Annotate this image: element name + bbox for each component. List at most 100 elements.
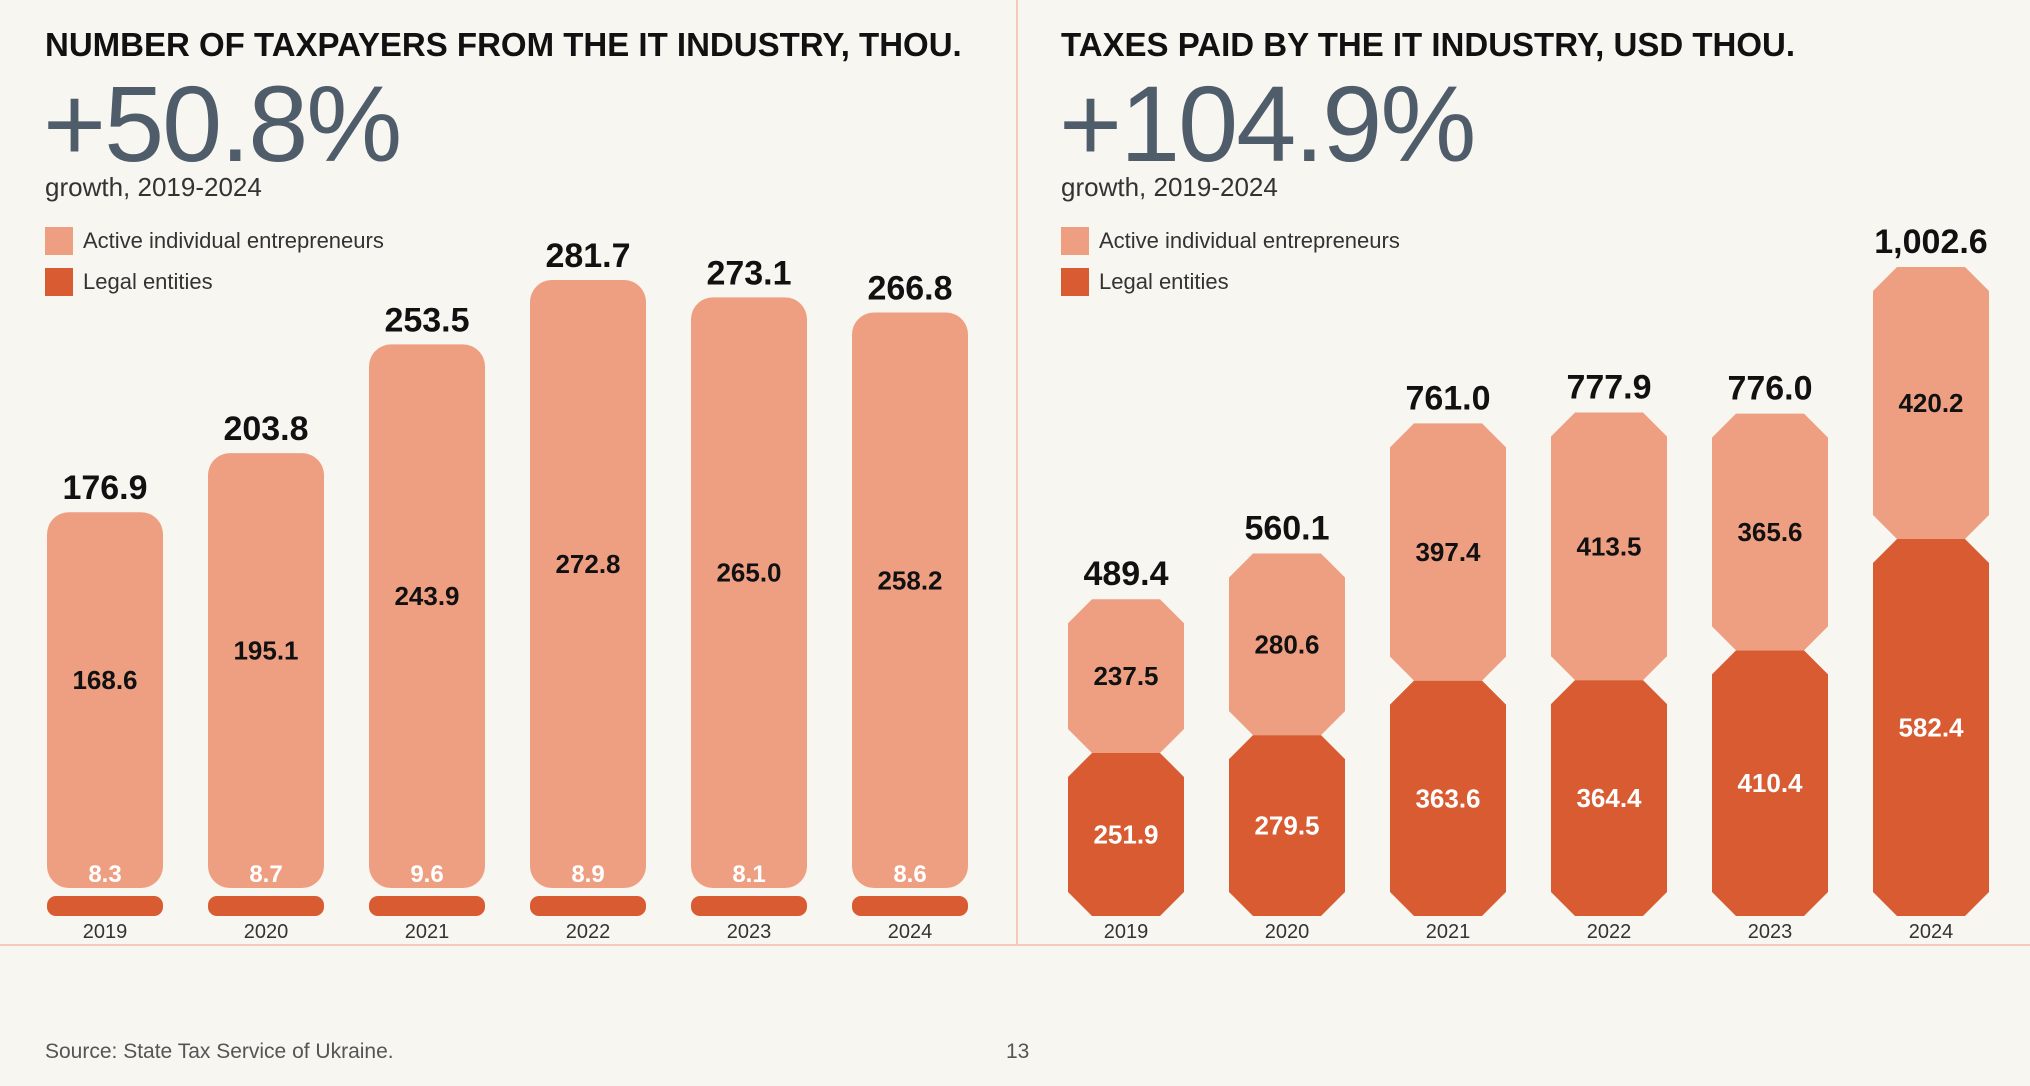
taxes-growth-caption: growth, 2019-2024	[1061, 172, 1278, 202]
bar-individual-entrepreneurs-2020	[208, 453, 324, 888]
x-tick-2021: 2021	[405, 921, 450, 943]
page-number: 13	[1006, 1040, 1030, 1063]
taxes-legend: Active individual entrepreneurs Legal en…	[1061, 226, 1400, 308]
legend-item-legal: Legal entities	[45, 267, 384, 297]
data-label-legal-2022: 8.9	[571, 861, 604, 888]
legend-label-legal: Legal entities	[1099, 269, 1229, 294]
bar-legal-entities-2020	[1229, 735, 1345, 916]
total-label-2024: 1,002.6	[1874, 223, 1987, 261]
x-tick-2019: 2019	[83, 921, 128, 943]
legend-item-individual: Active individual entrepreneurs	[45, 226, 384, 256]
taxpayers-chart-title: NUMBER OF TAXPAYERS FROM THE IT INDUSTRY…	[45, 26, 962, 63]
bar-legal-entities-2022	[1551, 680, 1667, 916]
data-label-legal-2019: 251.9	[1093, 819, 1158, 849]
bar-legal-entities-2021	[1390, 680, 1506, 916]
bar-legal-entities-2022	[530, 896, 646, 916]
bar-legal-entities-2024	[852, 896, 968, 916]
bar-individual-entrepreneurs-2024	[852, 312, 968, 889]
bar-individual-entrepreneurs-2019	[1068, 599, 1184, 753]
taxpayers-chart: 8.3 168.6 176.9 2019 8.7 195.1 203.8 2020 9.6 243…	[47, 237, 968, 943]
data-label-legal-2023: 8.1	[732, 861, 765, 888]
x-tick-2023: 2023	[727, 921, 772, 943]
data-label-legal-2024: 582.4	[1898, 713, 1964, 743]
total-label-2021: 253.5	[384, 301, 469, 339]
panel-divider	[1016, 0, 1018, 945]
x-tick-2021: 2021	[1426, 921, 1471, 943]
data-label-individual-2023: 365.6	[1737, 517, 1802, 547]
data-label-individual-2019: 168.6	[72, 665, 137, 695]
legend-swatch-individual	[45, 227, 73, 255]
bar-legal-entities-2024	[1873, 539, 1989, 916]
taxes-growth-figure: +104.9%	[1059, 63, 1476, 184]
x-tick-2022: 2022	[1587, 921, 1632, 943]
bar-individual-entrepreneurs-2023	[1712, 413, 1828, 651]
total-label-2020: 203.8	[223, 410, 308, 448]
data-label-individual-2019: 237.5	[1093, 661, 1158, 691]
legend-item-legal: Legal entities	[1061, 267, 1400, 297]
taxpayers-growth-figure: +50.8%	[43, 63, 402, 184]
data-label-legal-2021: 9.6	[410, 861, 443, 888]
x-tick-2020: 2020	[1265, 921, 1310, 943]
data-label-individual-2022: 413.5	[1576, 531, 1641, 561]
legend-item-individual: Active individual entrepreneurs	[1061, 226, 1400, 256]
data-label-legal-2024: 8.6	[893, 861, 926, 888]
bar-legal-entities-2019	[1068, 752, 1184, 916]
x-tick-2024: 2024	[888, 921, 933, 943]
total-label-2019: 489.4	[1083, 555, 1168, 593]
data-label-individual-2020: 280.6	[1254, 629, 1319, 659]
legend-label-individual: Active individual entrepreneurs	[83, 228, 384, 253]
bar-individual-entrepreneurs-2024	[1873, 267, 1989, 540]
data-label-individual-2021: 397.4	[1415, 537, 1481, 567]
total-label-2022: 777.9	[1566, 368, 1651, 406]
data-label-legal-2020: 8.7	[249, 861, 282, 888]
x-tick-2019: 2019	[1104, 921, 1149, 943]
data-label-individual-2020: 195.1	[233, 636, 298, 666]
taxpayers-growth-caption: growth, 2019-2024	[45, 172, 262, 202]
bar-legal-entities-2020	[208, 896, 324, 916]
total-label-2020: 560.1	[1244, 509, 1329, 547]
x-tick-2024: 2024	[1909, 921, 1954, 943]
bar-individual-entrepreneurs-2022	[530, 280, 646, 888]
taxes-chart: 251.9 237.5 489.4 2019 279.5 280.6 560.1 2020 36…	[1068, 223, 1989, 943]
x-tick-2023: 2023	[1748, 921, 1793, 943]
legend-swatch-individual	[1061, 227, 1089, 255]
data-label-legal-2021: 363.6	[1415, 783, 1480, 813]
total-label-2023: 273.1	[706, 254, 791, 292]
legend-label-individual: Active individual entrepreneurs	[1099, 228, 1400, 253]
bar-individual-entrepreneurs-2019	[47, 512, 163, 888]
data-label-individual-2024: 258.2	[877, 565, 942, 595]
total-label-2024: 266.8	[867, 270, 952, 308]
data-label-individual-2023: 265.0	[716, 558, 781, 588]
taxes-panel: TAXES PAID BY THE IT INDUSTRY, USD THOU.…	[1016, 0, 2030, 1086]
bar-legal-entities-2019	[47, 896, 163, 916]
data-label-individual-2021: 243.9	[394, 581, 459, 611]
total-label-2021: 761.0	[1405, 379, 1490, 417]
source-note: Source: State Tax Service of Ukraine.	[45, 1040, 394, 1063]
bar-legal-entities-2023	[691, 896, 807, 916]
total-label-2023: 776.0	[1727, 370, 1812, 408]
taxes-chart-title: TAXES PAID BY THE IT INDUSTRY, USD THOU.	[1061, 26, 1796, 63]
data-label-legal-2019: 8.3	[88, 861, 121, 888]
bar-individual-entrepreneurs-2023	[691, 297, 807, 888]
legend-swatch-legal	[1061, 268, 1089, 296]
taxpayers-legend: Active individual entrepreneurs Legal en…	[45, 226, 384, 308]
data-label-legal-2020: 279.5	[1254, 811, 1319, 841]
bar-legal-entities-2021	[369, 896, 485, 916]
legend-swatch-legal	[45, 268, 73, 296]
data-label-legal-2023: 410.4	[1737, 768, 1803, 798]
baseline-rule	[0, 944, 2030, 946]
total-label-2019: 176.9	[62, 469, 147, 507]
x-tick-2022: 2022	[566, 921, 611, 943]
x-tick-2020: 2020	[244, 921, 289, 943]
bar-individual-entrepreneurs-2022	[1551, 412, 1667, 681]
data-label-individual-2022: 272.8	[555, 549, 620, 579]
data-label-legal-2022: 364.4	[1576, 783, 1642, 813]
data-label-individual-2024: 420.2	[1898, 388, 1963, 418]
total-label-2022: 281.7	[545, 237, 630, 275]
taxpayers-panel: NUMBER OF TAXPAYERS FROM THE IT INDUSTRY…	[43, 26, 968, 943]
bar-individual-entrepreneurs-2020	[1229, 553, 1345, 736]
bar-legal-entities-2023	[1712, 650, 1828, 916]
bar-individual-entrepreneurs-2021	[369, 344, 485, 889]
bar-individual-entrepreneurs-2021	[1390, 423, 1506, 681]
legend-label-legal: Legal entities	[83, 269, 213, 294]
